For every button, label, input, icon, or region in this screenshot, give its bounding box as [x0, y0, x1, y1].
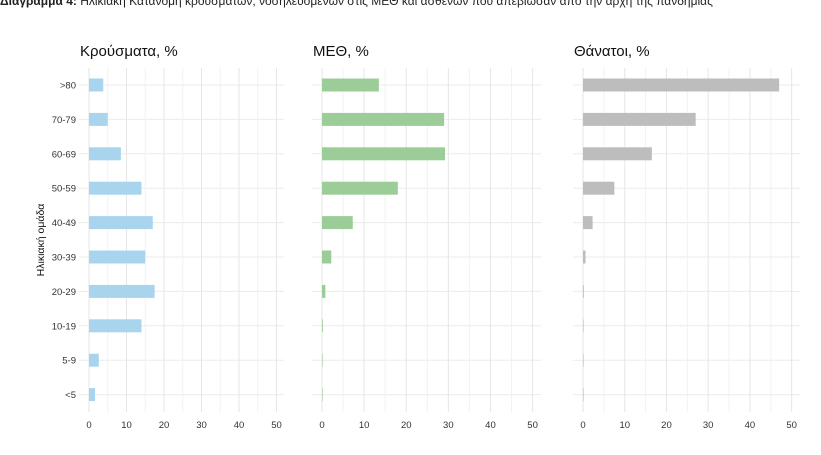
bar	[583, 147, 652, 161]
panel-title: ΜΕΘ, %	[313, 43, 369, 60]
figure-caption: Διάγραμμα 4: Ηλικιακή Κατανομή κρουσμάτω…	[0, 0, 713, 8]
x-tick-label: 10	[619, 420, 630, 431]
category-label: 5-9	[62, 356, 76, 367]
bar	[583, 319, 584, 333]
caption-prefix: Διάγραμμα 4:	[0, 0, 77, 8]
bar	[89, 181, 142, 195]
bar	[583, 181, 615, 195]
bar	[322, 181, 398, 195]
bar	[322, 319, 323, 333]
bar	[89, 112, 108, 126]
bar	[322, 147, 445, 161]
panel-title: Κρούσματα, %	[80, 43, 178, 60]
bar	[583, 353, 584, 367]
category-label: 30-39	[52, 253, 76, 264]
bar	[89, 78, 104, 92]
bar	[583, 78, 780, 92]
x-tick-label: 0	[319, 420, 324, 431]
bar	[322, 78, 379, 92]
bar	[89, 353, 99, 367]
bar	[322, 388, 323, 402]
category-label: 70-79	[52, 115, 76, 126]
x-tick-label: 50	[527, 420, 538, 431]
bar	[583, 388, 584, 402]
x-tick-label: 50	[786, 420, 797, 431]
bar	[583, 284, 584, 298]
x-tick-label: 30	[703, 420, 714, 431]
bar	[89, 319, 142, 333]
x-tick-label: 0	[86, 420, 91, 431]
x-tick-label: 50	[271, 420, 282, 431]
bar	[583, 216, 593, 230]
bar	[322, 284, 326, 298]
y-axis-title: Ηλικιακή ομάδα	[35, 204, 47, 277]
category-label: 40-49	[52, 218, 76, 229]
x-tick-label: 10	[121, 420, 132, 431]
category-label: <5	[65, 390, 76, 401]
bar	[322, 353, 323, 367]
x-tick-label: 20	[661, 420, 672, 431]
x-tick-label: 40	[234, 420, 245, 431]
category-label: 60-69	[52, 149, 76, 160]
category-label: >80	[60, 81, 76, 92]
x-tick-label: 10	[359, 420, 370, 431]
bar	[322, 250, 332, 264]
x-tick-label: 0	[580, 420, 585, 431]
caption-text: Ηλικιακή Κατανομή κρουσμάτων, νοσηλευομέ…	[80, 0, 713, 8]
bar	[89, 216, 153, 230]
x-tick-label: 30	[443, 420, 454, 431]
category-label: 50-59	[52, 184, 76, 195]
bar	[89, 284, 155, 298]
bar	[322, 112, 445, 126]
bar	[89, 388, 95, 402]
bar	[89, 250, 146, 264]
x-tick-label: 30	[196, 420, 207, 431]
x-tick-label: 20	[159, 420, 170, 431]
bar	[583, 250, 586, 264]
bar	[583, 112, 696, 126]
panel-title: Θάνατοι, %	[574, 43, 650, 60]
bar	[89, 147, 121, 161]
category-label: 10-19	[52, 321, 76, 332]
x-tick-label: 20	[401, 420, 412, 431]
x-tick-label: 40	[485, 420, 496, 431]
bar	[322, 216, 353, 230]
category-label: 20-29	[52, 287, 76, 298]
x-tick-label: 40	[745, 420, 756, 431]
